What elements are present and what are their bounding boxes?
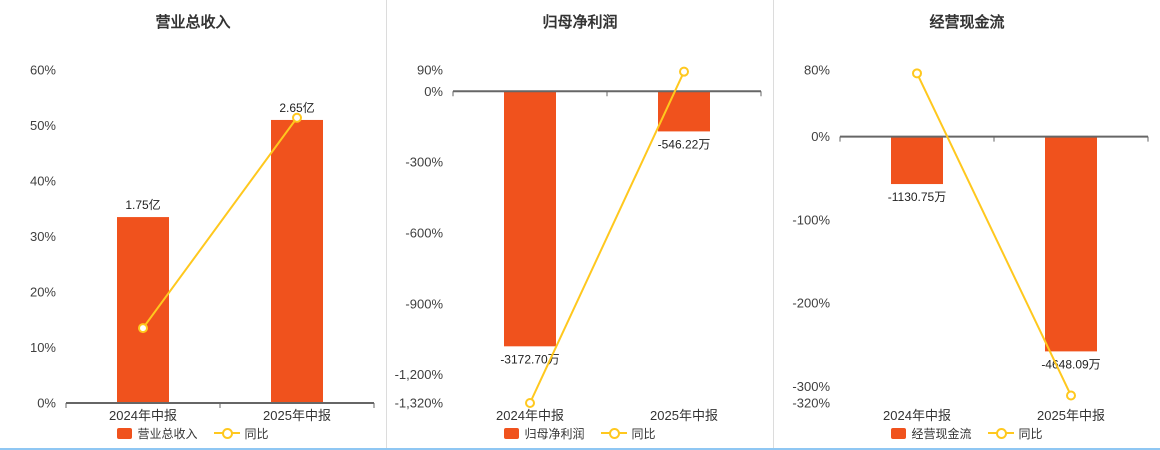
x-category-label: 2024年中报: [109, 408, 177, 422]
trend-point: [679, 66, 689, 77]
y-tick-label: -300%: [405, 155, 443, 170]
y-tick-label: 0%: [37, 396, 56, 411]
y-tick-label: 30%: [30, 229, 56, 244]
chart-title: 营业总收入: [155, 14, 231, 31]
cash-flow-chart-canvas: 80% 0% -100% -200% -300% -320% -1130.75万 -4648.…: [792, 63, 1149, 422]
bar-value-label: 1.75亿: [125, 197, 160, 212]
y-tick-label: 40%: [30, 174, 56, 189]
x-category-label: 2025年中报: [263, 408, 331, 422]
x-category-label: 2024年中报: [883, 408, 951, 422]
line-swatch-icon: [600, 427, 627, 439]
y-tick-label: 0%: [811, 129, 830, 144]
trend-point: [525, 398, 535, 408]
legend-label: 归母净利润: [524, 426, 585, 441]
bar: [891, 136, 943, 185]
y-tick-label: -1,320%: [395, 396, 444, 411]
bar: [117, 217, 169, 403]
y-tick-label: 20%: [30, 285, 56, 300]
line-swatch-icon: [213, 427, 240, 439]
line-swatch-marker: [608, 427, 620, 439]
y-tick-label: 10%: [30, 340, 56, 355]
legend-item-line: 同比: [600, 425, 656, 442]
chart-legend: 营业总收入 同比: [0, 422, 386, 444]
legend-item-line: 同比: [987, 425, 1043, 442]
panel-total-revenue: 营业总收入 60% 50% 40% 30% 20% 10% 0% 1.75亿 2.65亿 2024…: [0, 0, 386, 448]
y-tick-label: -200%: [792, 296, 830, 311]
legend-item-bar: 归母净利润: [504, 425, 585, 442]
trend-point: [138, 323, 148, 334]
panel-net-profit: 归母净利润 90% 0% -300% -600% -900% -1,200% -1,320%…: [386, 0, 773, 448]
panel-operating-cash-flow: 经营现金流 80% 0% -100% -200% -300% -320% -1130.75万…: [773, 0, 1160, 448]
bar-value-label: 2.65亿: [279, 100, 314, 115]
y-tick-label: 80%: [804, 63, 830, 78]
revenue-chart-canvas: 60% 50% 40% 30% 20% 10% 0% 1.75亿 2.65亿 2024年中报 202…: [30, 63, 375, 422]
chart-title: 归母净利润: [542, 14, 618, 31]
line-swatch-marker: [995, 427, 1007, 439]
trend-point: [1066, 390, 1076, 401]
y-tick-label: -900%: [405, 296, 443, 311]
y-tick-label: 0%: [424, 84, 443, 99]
bar-value-label: -4648.09万: [1041, 357, 1100, 371]
bar-value-label: -546.22万: [658, 137, 711, 151]
trend-point: [912, 68, 922, 79]
legend-label: 营业总收入: [137, 426, 198, 441]
y-tick-label: 50%: [30, 118, 56, 133]
bar-value-label: -3172.70万: [500, 352, 559, 366]
chart-legend: 经营现金流 同比: [774, 422, 1160, 444]
y-tick-label: -1,200%: [395, 367, 444, 382]
trend-line: [142, 117, 298, 329]
x-category-label: 2025年中报: [650, 408, 718, 422]
bar: [271, 119, 323, 403]
y-tick-label: 90%: [417, 63, 443, 78]
x-category-label: 2024年中报: [496, 408, 564, 422]
legend-item-bar: 营业总收入: [117, 425, 198, 442]
net-profit-chart-canvas: 90% 0% -300% -600% -900% -1,200% -1,320% -3172.…: [395, 63, 762, 422]
legend-item-bar: 经营现金流: [891, 425, 972, 442]
bar: [658, 91, 710, 132]
legend-label: 经营现金流: [911, 426, 972, 441]
bar-value-label: -1130.75万: [888, 190, 946, 204]
line-swatch-marker: [221, 427, 233, 439]
chart-legend: 归母净利润 同比: [387, 422, 773, 444]
legend-label: 同比: [244, 426, 269, 441]
trend-point: [292, 112, 302, 123]
trend-line: [529, 71, 685, 404]
y-tick-label: 60%: [30, 63, 56, 78]
bar-swatch-icon: [504, 427, 520, 439]
y-tick-label: -320%: [792, 396, 830, 411]
y-tick-label: -600%: [405, 225, 443, 240]
bar-swatch-icon: [117, 427, 133, 439]
bar: [504, 91, 556, 347]
chart-title: 经营现金流: [929, 14, 1005, 31]
line-swatch-icon: [987, 427, 1014, 439]
y-tick-label: -300%: [792, 379, 830, 394]
x-category-label: 2025年中报: [1037, 408, 1105, 422]
bar: [1045, 136, 1097, 352]
y-tick-label: -100%: [792, 212, 830, 227]
bar-swatch-icon: [891, 427, 907, 439]
trend-line: [916, 72, 1072, 396]
legend-item-line: 同比: [213, 425, 269, 442]
legend-label: 同比: [1018, 426, 1043, 441]
legend-label: 同比: [631, 426, 656, 441]
